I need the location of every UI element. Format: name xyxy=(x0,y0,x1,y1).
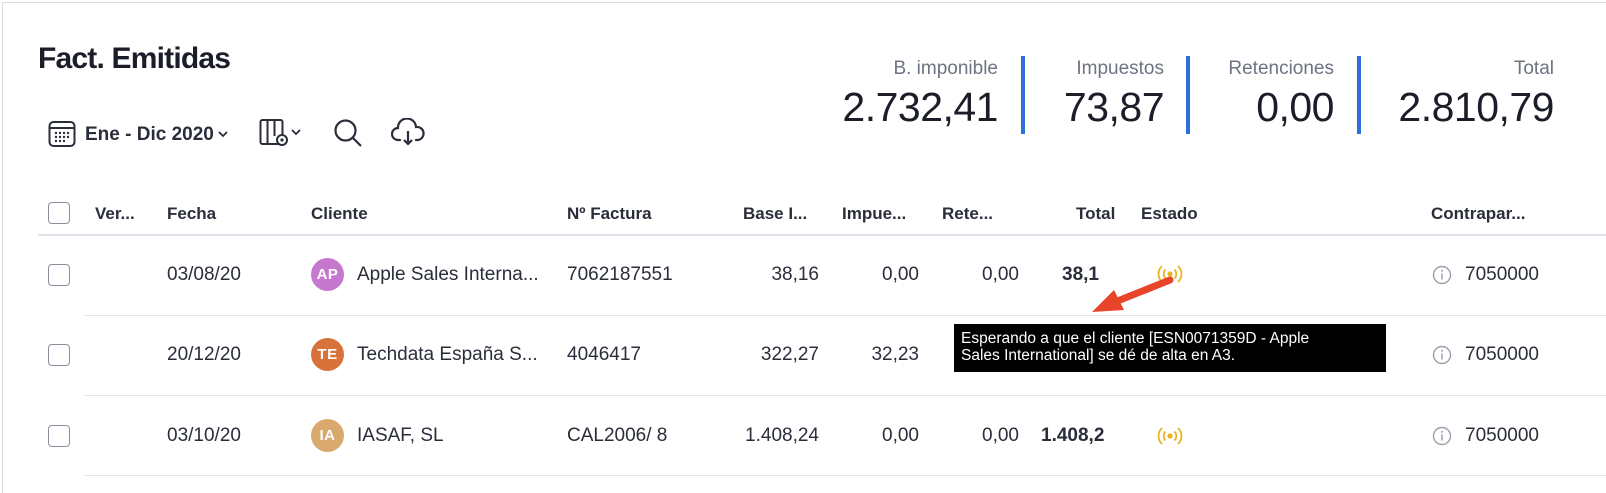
cell-base: 322,27 xyxy=(760,344,819,365)
page-title: Fact. Emitidas xyxy=(38,42,231,75)
cell-base: 38,16 xyxy=(771,264,819,285)
toolbar: Ene - Dic 2020 xyxy=(48,116,425,153)
table-row[interactable]: 03/10/20 IA IASAF, SL CAL2006/ 8 1.408,2… xyxy=(0,396,1606,476)
select-all-checkbox[interactable] xyxy=(48,202,70,224)
search-button[interactable] xyxy=(333,118,363,153)
date-range-label: Ene - Dic 2020 xyxy=(85,124,214,145)
cell-factura: CAL2006/ 8 xyxy=(567,425,668,446)
avatar: IA xyxy=(311,419,344,452)
cell-base: 1.408,24 xyxy=(745,425,819,446)
cell-fecha: 03/10/20 xyxy=(167,425,241,446)
column-header-cliente[interactable]: Cliente xyxy=(311,204,368,223)
cell-total: 1.408,2 xyxy=(1041,425,1105,446)
summary-value: 73,87 xyxy=(1063,84,1165,130)
summary-label: B. imponible xyxy=(893,58,998,79)
column-header-estado[interactable]: Estado xyxy=(1141,204,1198,223)
cell-contrapartida: 7050000 xyxy=(1465,264,1539,285)
summary-value: 2.732,41 xyxy=(842,84,998,130)
table-row[interactable]: 20/12/20 TE Techdata España S... 4046417… xyxy=(0,316,1606,396)
column-header-ver[interactable]: Ver... xyxy=(95,204,135,223)
summary-label: Total xyxy=(1513,58,1554,79)
cell-factura: 4046417 xyxy=(567,344,641,365)
summary-label: Impuestos xyxy=(1076,58,1164,79)
summary-impuestos: Impuestos 73,87 xyxy=(1040,58,1165,131)
column-header-total[interactable]: Total xyxy=(1076,204,1116,223)
summary-base-imponible: B. imponible 2.732,41 xyxy=(800,58,998,131)
cell-total: 38,1 xyxy=(1062,264,1099,285)
cell-retenciones: 0,00 xyxy=(982,264,1019,285)
download-button[interactable] xyxy=(390,116,425,153)
cell-retenciones: 0,00 xyxy=(982,425,1019,446)
column-header-base[interactable]: Base I... xyxy=(743,204,808,223)
tooltip-line: Esperando a que el cliente [ESN0071359D … xyxy=(961,330,1310,347)
info-icon[interactable] xyxy=(1432,265,1452,290)
row-checkbox[interactable] xyxy=(48,264,70,286)
cell-fecha: 20/12/20 xyxy=(167,344,241,365)
table-row[interactable]: 03/08/20 AP Apple Sales Interna... 70621… xyxy=(0,236,1606,316)
summary-divider xyxy=(1357,56,1361,134)
cell-contrapartida: 7050000 xyxy=(1465,425,1539,446)
cell-fecha: 03/08/20 xyxy=(167,264,241,285)
column-header-contrapartida[interactable]: Contrapar... xyxy=(1431,204,1526,223)
column-header-retenciones[interactable]: Rete... xyxy=(942,204,994,223)
cell-cliente: Apple Sales Interna... xyxy=(357,264,539,285)
date-range-selector[interactable]: Ene - Dic 2020 xyxy=(48,118,229,153)
columns-settings-icon xyxy=(259,118,303,153)
summary-total: Total 2.810,79 xyxy=(1380,58,1554,131)
chevron-down-icon xyxy=(217,126,229,144)
cell-contrapartida: 7050000 xyxy=(1465,344,1539,365)
calendar-icon xyxy=(48,118,76,153)
column-header-impuestos[interactable]: Impue... xyxy=(842,204,907,223)
cell-cliente: Techdata España S... xyxy=(357,344,538,365)
info-icon[interactable] xyxy=(1432,345,1452,370)
summary-value: 0,00 xyxy=(1256,84,1334,130)
summary-divider xyxy=(1186,56,1190,134)
tooltip-line: Sales International] se dé de alta en A3… xyxy=(961,347,1236,364)
avatar: AP xyxy=(311,258,344,291)
cell-cliente: IASAF, SL xyxy=(357,425,444,446)
summary-divider xyxy=(1021,56,1025,134)
columns-settings-button[interactable] xyxy=(259,118,303,153)
status-tooltip: Esperando a que el cliente [ESN0071359D … xyxy=(954,324,1386,372)
row-divider xyxy=(84,315,1606,316)
summary-label: Retenciones xyxy=(1228,58,1334,79)
table-header: Ver... Fecha Cliente Nº Factura Base I..… xyxy=(0,198,1606,232)
search-icon xyxy=(333,118,363,153)
row-divider xyxy=(84,475,1606,476)
summary-value: 2.810,79 xyxy=(1398,84,1554,130)
row-divider xyxy=(84,395,1606,396)
info-icon[interactable] xyxy=(1432,426,1452,451)
cell-impuestos: 32,23 xyxy=(871,344,919,365)
row-checkbox[interactable] xyxy=(48,344,70,366)
summary-retenciones: Retenciones 0,00 xyxy=(1200,58,1334,131)
cell-impuestos: 0,00 xyxy=(882,264,919,285)
annotation-arrow-icon xyxy=(1080,272,1176,325)
header-divider xyxy=(38,234,1606,236)
avatar: TE xyxy=(311,338,344,371)
row-checkbox[interactable] xyxy=(48,425,70,447)
cell-factura: 7062187551 xyxy=(567,264,673,285)
cell-impuestos: 0,00 xyxy=(882,425,919,446)
column-header-factura[interactable]: Nº Factura xyxy=(567,204,652,223)
cloud-download-icon xyxy=(390,116,425,153)
broadcast-icon[interactable] xyxy=(1157,425,1183,452)
column-header-fecha[interactable]: Fecha xyxy=(167,204,217,223)
